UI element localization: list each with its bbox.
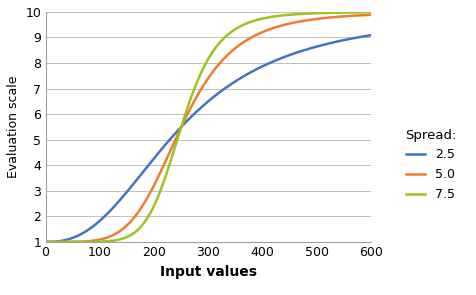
7.5: [362, 11, 368, 14]
Line: 5.0: 5.0: [46, 15, 371, 242]
2.5: [182, 122, 188, 125]
7.5: [368, 11, 374, 14]
5.0: [327, 16, 333, 19]
7.5: [43, 240, 49, 244]
5.0: [368, 13, 374, 17]
5.0: [99, 237, 105, 241]
5.0: [182, 118, 188, 122]
7.5: [168, 160, 173, 163]
5.0: [362, 13, 368, 17]
2.5: [368, 33, 374, 37]
2.5: [99, 217, 105, 221]
Line: 7.5: 7.5: [46, 12, 371, 242]
5.0: [80, 240, 86, 243]
7.5: [80, 240, 86, 244]
5.0: [43, 240, 49, 244]
Line: 2.5: 2.5: [46, 35, 371, 242]
5.0: [168, 149, 173, 152]
2.5: [327, 42, 333, 45]
2.5: [362, 35, 368, 38]
2.5: [43, 240, 49, 244]
7.5: [99, 240, 105, 243]
Y-axis label: Evaluation scale: Evaluation scale: [7, 76, 20, 178]
Legend: 2.5, 5.0, 7.5: 2.5, 5.0, 7.5: [405, 129, 456, 201]
2.5: [168, 137, 173, 140]
2.5: [80, 232, 86, 235]
7.5: [182, 115, 188, 118]
7.5: [327, 11, 333, 15]
X-axis label: Input values: Input values: [160, 265, 257, 278]
